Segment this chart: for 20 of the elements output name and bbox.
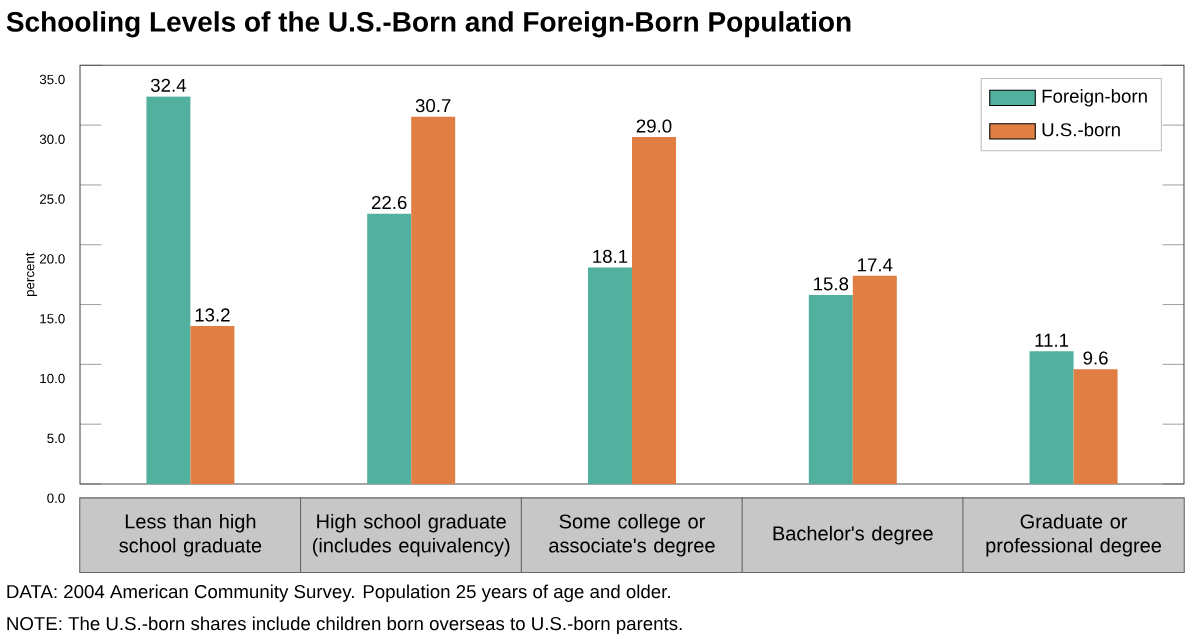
data-label: 32.4 — [150, 78, 187, 92]
data-label: 15.8 — [814, 277, 849, 291]
legend-label: Foreign-born — [1042, 89, 1147, 107]
data-label: 13.2 — [195, 308, 230, 322]
chart-title: Schooling Levels of the U.S.-Born and Foreign-Born Population — [6, 11, 851, 38]
text: DATA: 2004 American Community Survey. Population 25 years of age and older. — [7, 584, 670, 602]
data-label: 22.6 — [371, 195, 407, 210]
text: NOTE: The U.S.-born shares include children born overseas to U.S.-born parents. — [7, 616, 682, 634]
x-tick-label: Less than high school graduate — [119, 513, 262, 557]
data-label: 9.6 — [1083, 351, 1108, 365]
x-tick-label: Bachelor's degree — [773, 525, 933, 545]
x-tick-label: High school graduate (includes equivalency) — [312, 513, 510, 557]
x-tick-label: Graduate or professional degree — [986, 513, 1162, 557]
data-label: 18.1 — [593, 249, 628, 263]
data-label: 30.7 — [415, 99, 451, 113]
data-label: 29.0 — [636, 119, 672, 133]
x-tick-label: Some college or associate's degree — [549, 513, 715, 557]
data-label: 17.4 — [858, 258, 893, 272]
data-label: 11.1 — [1035, 333, 1069, 347]
legend-label: U.S.-born — [1042, 122, 1120, 137]
